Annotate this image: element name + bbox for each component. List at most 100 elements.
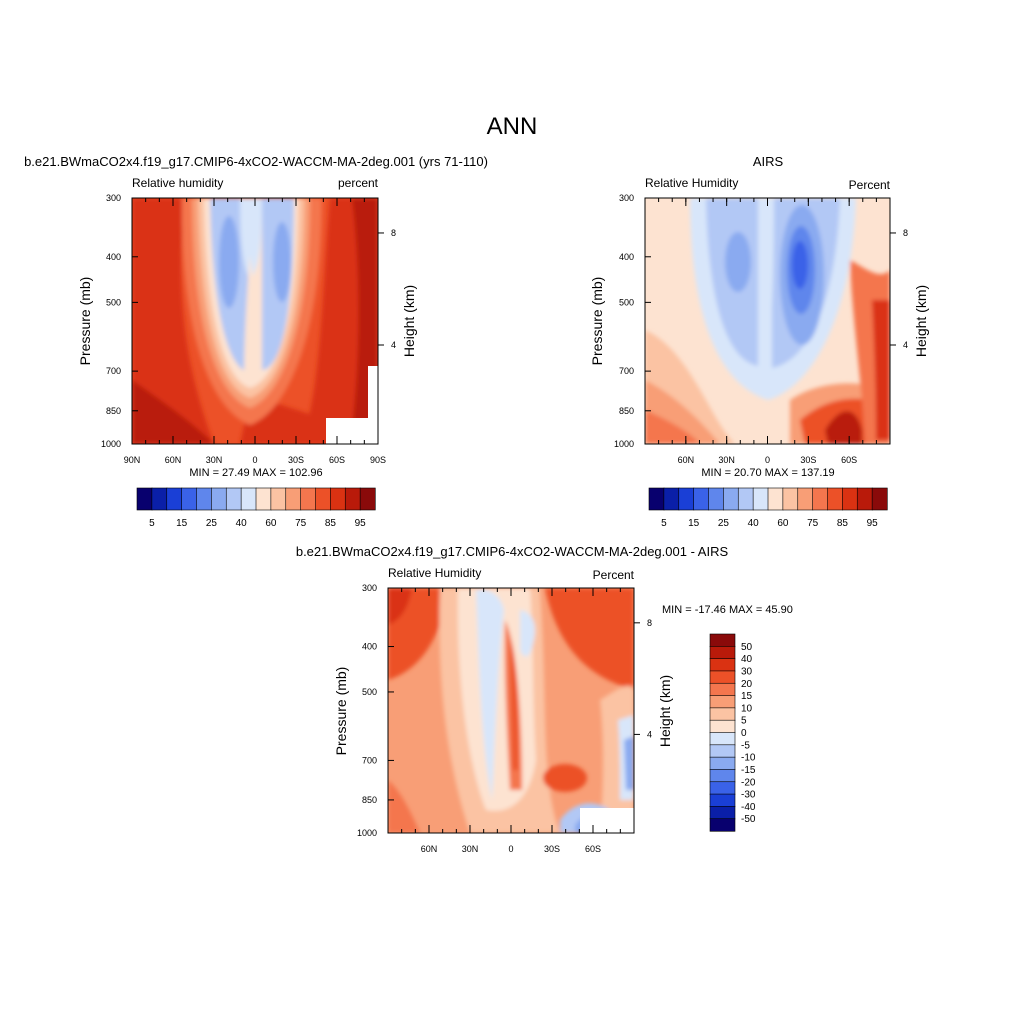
colorbar-box — [827, 487, 843, 511]
colorbar-box — [181, 487, 198, 511]
colorbar-label: 40 — [741, 654, 753, 665]
y-tick-label: 300 — [362, 583, 377, 593]
panel-diff-subtitle-left: Relative Humidity — [388, 566, 481, 580]
x-tick-label: 30S — [544, 844, 560, 854]
y-tick-label: 300 — [619, 193, 634, 203]
colorbar-box — [270, 487, 287, 511]
colorbar-box — [709, 707, 736, 721]
panel-diff: b.e21.BWmaCO2x4.f19_g17.CMIP6-4xCO2-WACC… — [296, 544, 793, 854]
panel-model: b.e21.BWmaCO2x4.f19_g17.CMIP6-4xCO2-WACC… — [24, 154, 488, 529]
y-tick-label: 500 — [619, 297, 634, 307]
panel-model-field — [132, 198, 378, 444]
colorbar-box — [211, 487, 227, 511]
colorbar-box — [737, 487, 754, 511]
colorbar-box — [678, 487, 695, 511]
x-tick-label: 90S — [370, 455, 386, 465]
y-tick-label: 700 — [619, 366, 634, 376]
colorbar-box — [709, 806, 736, 820]
panel-airs-subtitle-right: Percent — [849, 178, 891, 192]
panel-diff-ylabel-right: Height (km) — [657, 675, 673, 747]
colorbar-box — [709, 658, 736, 672]
y-right-tick-label: 4 — [903, 340, 908, 350]
colorbar-box — [723, 487, 739, 511]
colorbar-box — [648, 487, 665, 511]
colorbar-box — [709, 682, 736, 697]
x-tick-label: 60N — [678, 455, 695, 465]
x-tick-label: 30N — [206, 455, 223, 465]
colorbar-box — [709, 719, 736, 734]
y-right-tick-label: 8 — [903, 228, 908, 238]
colorbar-label: -20 — [741, 777, 756, 788]
y-tick-label: 850 — [619, 406, 634, 416]
y-tick-label: 500 — [362, 687, 377, 697]
y-tick-label: 1000 — [357, 828, 377, 838]
panel-airs-ylabel-right: Height (km) — [913, 285, 929, 357]
colorbar-label: 50 — [741, 642, 753, 653]
y-right-tick-label: 4 — [391, 340, 396, 350]
colorbar-label: -10 — [741, 753, 756, 764]
panel-model-axes: 90N 60N 30N 0 30S 60S 90S 300 400 500 700 850 1000 8 4 — [101, 193, 396, 465]
colorbar-box — [842, 487, 858, 511]
colorbar-label: 30 — [741, 666, 753, 677]
colorbar-box — [166, 487, 183, 511]
colorbar-box — [709, 633, 736, 647]
colorbar-label: 15 — [688, 518, 700, 529]
panel-model-subtitle-left: Relative humidity — [132, 176, 223, 190]
colorbar-label: 0 — [741, 728, 747, 739]
colorbar-label: 5 — [661, 518, 667, 529]
x-tick-label: 0 — [765, 455, 770, 465]
y-tick-label: 300 — [106, 193, 121, 203]
colorbar-label: -50 — [741, 814, 756, 825]
x-tick-label: 30N — [718, 455, 735, 465]
colorbar-label: -40 — [741, 802, 756, 813]
colorbar-box — [812, 487, 829, 511]
colorbar-label: 40 — [236, 518, 248, 529]
panel-airs-title: AIRS — [753, 154, 784, 169]
colorbar-box — [767, 487, 784, 511]
panel-airs-subtitle-left: Relative Humidity — [645, 176, 738, 190]
y-tick-label: 400 — [619, 252, 634, 262]
panel-airs-field — [645, 198, 890, 444]
x-tick-label: 60S — [329, 455, 345, 465]
y-right-tick-label: 8 — [647, 618, 652, 628]
colorbar-label: 85 — [837, 518, 849, 529]
colorbar-box — [709, 732, 736, 746]
colorbar-box — [709, 695, 736, 709]
panel-diff-stats: MIN = -17.46 MAX = 45.90 — [662, 604, 793, 616]
colorbar-box — [709, 793, 736, 807]
panel-airs-axes: 60N 30N 0 30S 60S 300 400 500 700 850 1000 8 4 — [614, 193, 908, 465]
colorbar-box — [782, 487, 799, 511]
colorbar-box — [330, 487, 346, 511]
colorbar-box — [300, 487, 317, 511]
y-tick-label: 1000 — [614, 439, 634, 449]
y-right-tick-label: 4 — [647, 729, 652, 739]
colorbar-box — [752, 487, 769, 511]
colorbar-label: -5 — [741, 740, 750, 751]
colorbar-box — [709, 756, 736, 771]
x-tick-label: 30S — [800, 455, 816, 465]
panel-model-subtitle-right: percent — [338, 176, 379, 190]
panel-model-ylabel-right: Height (km) — [401, 285, 417, 357]
x-tick-label: 60N — [165, 455, 182, 465]
colorbar-label: 5 — [149, 518, 155, 529]
colorbar-box — [709, 769, 736, 783]
y-tick-label: 500 — [106, 297, 121, 307]
y-tick-label: 400 — [362, 642, 377, 652]
colorbar-box — [359, 487, 376, 511]
colorbar-box — [136, 487, 153, 511]
colorbar-box — [709, 744, 736, 758]
y-right-tick-label: 8 — [391, 228, 396, 238]
colorbar-box — [225, 487, 242, 511]
colorbar-box — [709, 670, 736, 684]
panel-diff-title: b.e21.BWmaCO2x4.f19_g17.CMIP6-4xCO2-WACC… — [296, 544, 729, 559]
colorbar-box — [709, 781, 736, 795]
colorbar-box — [196, 487, 212, 511]
colorbar-box — [693, 487, 710, 511]
y-tick-label: 400 — [106, 252, 121, 262]
panel-airs-ylabel: Pressure (mb) — [589, 277, 605, 366]
panel-model-ylabel: Pressure (mb) — [77, 277, 93, 366]
panel-diff-axes: 60N 30N 0 30S 60S 300 400 500 700 850 1000 8 4 — [357, 583, 652, 854]
colorbar-label: 95 — [867, 518, 879, 529]
